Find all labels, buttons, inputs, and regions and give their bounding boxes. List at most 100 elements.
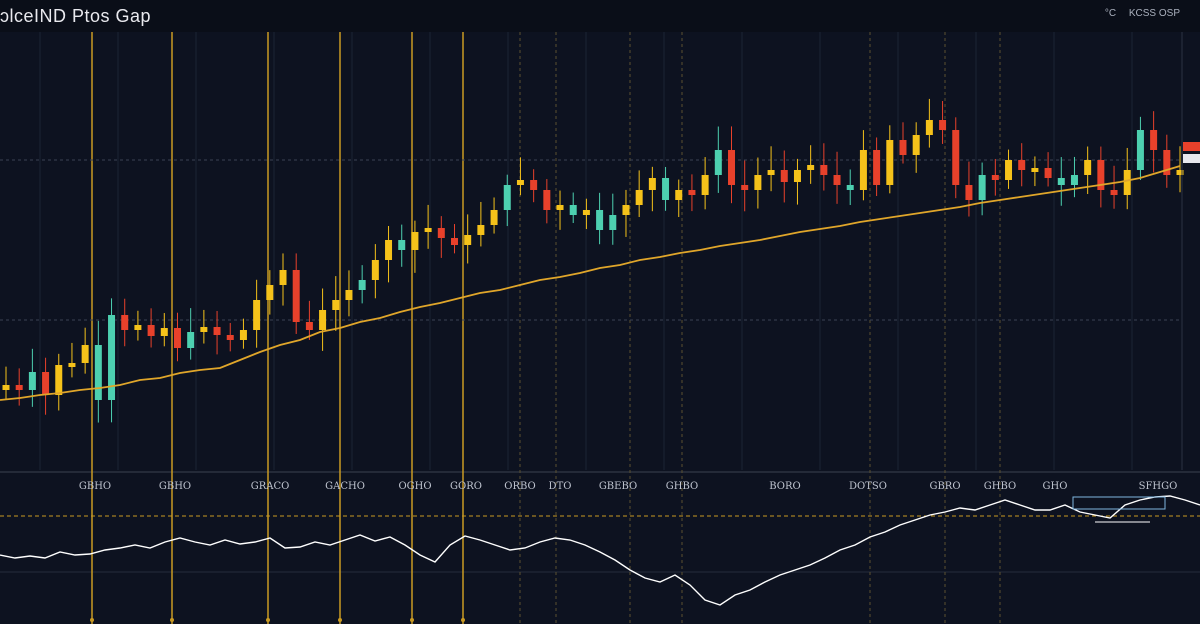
right-axis (1181, 32, 1200, 470)
candle-body (1110, 190, 1118, 195)
x-tick-label: GHBO (666, 481, 698, 492)
candle-body (952, 130, 960, 185)
horizontal-reference-lines (0, 159, 1200, 517)
candle-body (978, 175, 986, 200)
candle-body (187, 332, 195, 348)
candle-body (398, 240, 406, 250)
top-right-info: °C KCSS OSP (1095, 8, 1180, 19)
candle-body (1136, 130, 1144, 170)
candle-body (1031, 168, 1039, 172)
candle-body (1018, 160, 1026, 170)
candle-body (279, 270, 287, 285)
candle-body (28, 372, 36, 390)
oscillator-line (0, 495, 1200, 606)
candle-body (411, 232, 419, 250)
candle-body (516, 180, 524, 185)
x-axis: GBHO GBHO GRACO GACHO OGHO GORO ORBO DTO GBEBO GH… (79, 481, 1177, 492)
chart-title: ɔlceIND Ptos Gap (0, 6, 152, 26)
candle-body (833, 175, 841, 185)
candle-body (569, 205, 577, 215)
candlestick-series[interactable] (2, 98, 1184, 423)
candle-body (42, 372, 50, 395)
candle-body (780, 170, 788, 182)
candle-body (609, 215, 617, 230)
x-tick-label: DOTSO (849, 481, 887, 492)
candle-body (68, 363, 76, 367)
candle-body (991, 175, 999, 180)
moving-average-line (0, 165, 1181, 401)
candle-body (2, 385, 10, 390)
candle-body (358, 280, 366, 290)
candle-body (305, 322, 313, 330)
candle-body (1097, 160, 1105, 190)
candle-body (846, 185, 854, 190)
candle-body (899, 140, 907, 155)
x-tick-label: GRACO (251, 481, 290, 492)
candle-body (200, 327, 208, 332)
vertical-markers (91, 32, 1001, 624)
top-right-item-1: °C (1104, 8, 1117, 19)
x-tick-label: GBHO (159, 481, 191, 492)
candle-body (371, 260, 379, 280)
candle-body (147, 325, 155, 336)
candle-body (886, 140, 894, 185)
top-right-item-2: KCSS OSP (1128, 8, 1180, 19)
grid-lines (0, 32, 1200, 573)
candle-body (477, 225, 485, 235)
candle-body (292, 270, 300, 322)
candle-body (464, 235, 472, 245)
candle-body (345, 290, 353, 300)
candle-body (437, 228, 445, 238)
moving-average-series (0, 165, 1181, 401)
candle-body (121, 315, 129, 330)
candle-body (253, 300, 261, 330)
x-tick-label: SFHGO (1139, 481, 1178, 492)
x-tick-label: OGHO (398, 481, 431, 492)
candle-body (807, 165, 815, 170)
candle-body (490, 210, 498, 225)
candle-body (675, 190, 683, 200)
candle-body (556, 205, 564, 210)
marker-dot (170, 618, 174, 622)
candle-body (173, 328, 181, 348)
candle-body (266, 285, 274, 300)
candle-body (859, 150, 867, 190)
marker-dot (461, 618, 465, 622)
candle-body (965, 185, 973, 200)
candle-body (543, 190, 551, 210)
candle-body (1123, 170, 1131, 195)
candle-body (530, 180, 538, 190)
candle-body (622, 205, 630, 215)
marker-dot (338, 618, 342, 622)
top-bar: ɔlceIND Ptos Gap °C KCSS OSP (0, 0, 1200, 32)
candle-body (450, 238, 458, 245)
candle-body (424, 228, 432, 232)
x-tick-label: GBRO (929, 481, 960, 492)
candle-body (754, 175, 762, 190)
candle-body (635, 190, 643, 205)
candle-body (503, 185, 511, 210)
candle-body (94, 345, 102, 400)
candle-body (160, 328, 168, 336)
candle-body (319, 310, 327, 330)
candle-body (1044, 168, 1052, 178)
candle-body (1176, 170, 1184, 175)
candle-body (1005, 160, 1013, 180)
candle-body (1163, 150, 1171, 175)
candle-body (15, 385, 23, 390)
candle-body (873, 150, 881, 185)
candle-body (582, 210, 590, 215)
candle-body (213, 327, 221, 335)
candle-body (662, 178, 670, 200)
candle-body (714, 150, 722, 175)
x-tick-label: GHBO (984, 481, 1016, 492)
x-tick-label: GORO (450, 481, 482, 492)
x-tick-label: GACHO (325, 481, 365, 492)
x-tick-label: GBEBO (599, 481, 637, 492)
candle-body (701, 175, 709, 195)
oscillator-panel[interactable] (0, 495, 1200, 622)
candle-body (925, 120, 933, 135)
candle-body (688, 190, 696, 195)
candle-body (108, 315, 116, 400)
